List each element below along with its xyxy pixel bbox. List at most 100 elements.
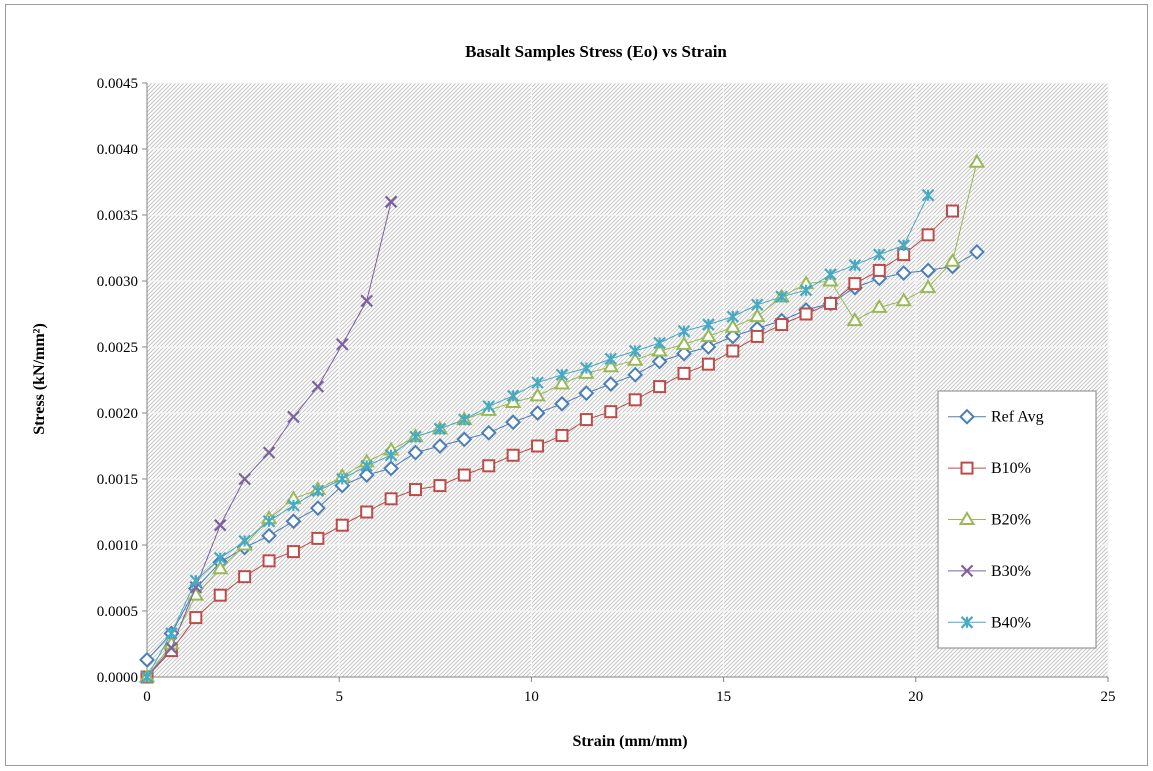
data-point (553, 375, 571, 390)
data-point (748, 308, 766, 323)
data-point (651, 353, 668, 370)
data-point (287, 499, 300, 512)
data-point (555, 368, 569, 381)
data-point (311, 531, 325, 545)
data-point (848, 277, 862, 291)
data-point (213, 518, 227, 532)
data-point (700, 327, 717, 342)
y-tick-label: 0.0020 (97, 406, 138, 422)
data-point (604, 352, 618, 366)
data-point (189, 611, 203, 625)
data-point (456, 431, 473, 448)
data-point (579, 413, 593, 427)
data-point (969, 244, 985, 260)
data-point (872, 263, 886, 277)
x-tick-label: 5 (335, 689, 343, 705)
data-point (677, 324, 691, 338)
data-point (604, 405, 618, 419)
data-point (871, 298, 888, 313)
y-tick-label: 0.0040 (97, 142, 138, 158)
data-point (602, 376, 619, 392)
x-tick-label: 25 (1101, 689, 1116, 705)
x-axis-title: Strain (mm/mm) (572, 733, 687, 750)
data-point (311, 380, 325, 393)
legend-label: Ref Avg (991, 409, 1044, 426)
data-point (677, 366, 691, 380)
data-point (726, 344, 740, 358)
legend-label: B20% (991, 512, 1031, 529)
legend-item: B40% (948, 614, 1031, 631)
chart-frame: Basalt Samples Stress (Eo) vs Strain Str… (5, 4, 1148, 766)
data-point (165, 627, 178, 640)
data-point (531, 439, 545, 453)
series-4 (140, 188, 935, 684)
legend-item: Ref Avg (948, 409, 1044, 426)
chart-svg: Basalt Samples Stress (Eo) vs Strain Str… (31, 42, 1116, 750)
data-point (286, 545, 300, 559)
data-point (895, 292, 912, 307)
data-point (653, 380, 667, 394)
data-point (724, 318, 742, 333)
series-line (146, 210, 953, 678)
data-point (407, 444, 424, 461)
data-point (775, 290, 788, 304)
data-point (482, 459, 496, 473)
y-tick-label: 0.0005 (97, 604, 138, 620)
data-point (480, 424, 497, 441)
data-point (238, 534, 251, 548)
data-point (531, 376, 544, 389)
legend-label: B30% (991, 563, 1031, 580)
data-point (799, 307, 813, 321)
data-point (384, 492, 398, 506)
data-point (944, 252, 961, 267)
data-point (335, 472, 349, 486)
data-point (702, 318, 715, 331)
y-tick-label: 0.0045 (97, 76, 138, 92)
data-point (555, 428, 569, 442)
legend-marker (960, 616, 974, 629)
data-point (846, 312, 864, 327)
data-point (724, 328, 741, 345)
data-point (213, 588, 227, 602)
data-point (580, 361, 593, 375)
legend: Ref Avg B10% B20% B30% B40% (937, 390, 1097, 649)
data-point (602, 358, 620, 373)
data-point (529, 405, 546, 421)
data-point (946, 204, 960, 218)
chart-title: Basalt Samples Stress (Eo) vs Strain (465, 42, 727, 61)
data-point (554, 395, 570, 412)
series-3 (140, 195, 398, 684)
legend-marker (960, 461, 974, 475)
data-point (919, 279, 937, 294)
data-point (457, 468, 471, 482)
data-point (968, 153, 986, 168)
data-point (578, 385, 595, 402)
data-point (750, 298, 764, 312)
data-point (431, 438, 448, 454)
data-point (383, 460, 400, 477)
data-point (238, 570, 252, 584)
data-point (262, 514, 276, 528)
data-point (506, 448, 520, 462)
data-point (458, 413, 471, 426)
data-point (262, 446, 276, 459)
data-point (700, 339, 717, 355)
legend-label: B10% (991, 460, 1031, 477)
data-point (873, 248, 886, 261)
data-point (287, 410, 300, 424)
data-point (433, 422, 447, 436)
y-tick-label: 0.0010 (97, 538, 138, 554)
data-point (311, 484, 325, 498)
x-tick-label: 15 (716, 689, 731, 705)
x-tick-label: 20 (908, 689, 923, 705)
data-point (627, 366, 644, 383)
y-tick-label: 0.0035 (97, 208, 138, 224)
data-point (651, 342, 668, 357)
data-point (409, 430, 422, 444)
y-axis-title: Stress (kN/mm²) (31, 323, 48, 435)
data-point (676, 345, 692, 362)
data-point (921, 228, 935, 242)
data-point (360, 294, 373, 308)
y-tick-label: 0.0015 (97, 472, 138, 488)
data-point (506, 389, 520, 403)
